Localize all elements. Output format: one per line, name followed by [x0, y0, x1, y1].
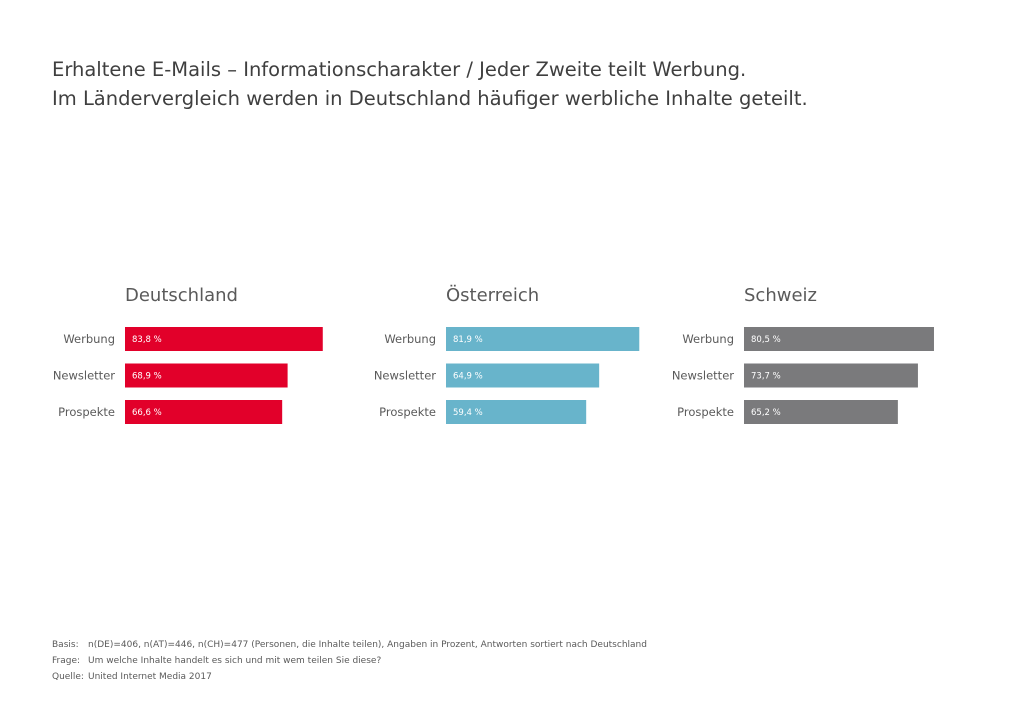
category-label: Prospekte [379, 405, 436, 419]
bar-value-label: 59,4 % [453, 408, 483, 418]
title-line-2: Im Ländervergleich werden in Deutschland… [52, 87, 808, 110]
footer-frage: Frage: Um welche Inhalte handelt es sich … [52, 653, 647, 669]
bar [744, 363, 918, 388]
bar-value-label: 66,6 % [132, 408, 162, 418]
category-label: Werbung [63, 332, 115, 346]
chart-title: Schweiz [744, 285, 817, 306]
footer-basis-key: Basis: [52, 640, 79, 650]
category-label: Newsletter [53, 369, 115, 383]
category-label: Werbung [682, 332, 734, 346]
bar-value-label: 73,7 % [751, 372, 781, 382]
bar [446, 400, 587, 424]
bar-chart: Werbung 81,9 % Newsletter 64,9 % Prospekte 59… [374, 327, 640, 424]
bar-value-label: 81,9 % [453, 335, 483, 345]
bar-chart: Werbung 83,8 % Newsletter 68,9 % Prospekte 66… [53, 327, 323, 424]
bar [744, 327, 934, 351]
chart-panel-deutschland: Deutschland Werbung 83,8 % Newsletter 68,9 … [0, 285, 330, 435]
category-label: Newsletter [672, 369, 734, 383]
bar-value-label: 80,5 % [751, 335, 781, 345]
bar [446, 327, 640, 351]
chart-panel-schweiz: Schweiz Werbung 80,5 % Newsletter 73,7 % Pro… [619, 285, 949, 435]
bar-value-label: 65,2 % [751, 408, 781, 418]
footer-frage-key: Frage: [52, 656, 81, 666]
bar [125, 327, 323, 351]
footer-basis: Basis: n(DE)=406, n(AT)=446, n(CH)=477 (P… [52, 637, 647, 653]
bar [446, 363, 600, 388]
footer-quelle-key: Quelle: [52, 672, 84, 682]
footer-notes: Basis: n(DE)=406, n(AT)=446, n(CH)=477 (P… [52, 637, 647, 685]
bar [744, 400, 898, 424]
footer-quelle: Quelle: United Internet Media 2017 [52, 669, 647, 685]
bar-value-label: 68,9 % [132, 372, 162, 382]
category-label: Newsletter [374, 369, 436, 383]
bar [125, 400, 283, 424]
category-label: Prospekte [58, 405, 115, 419]
title-line-1: Erhaltene E-Mails – Informationscharakte… [52, 58, 747, 81]
page-title: Erhaltene E-Mails – Informationscharakte… [52, 55, 992, 113]
bar-chart: Werbung 80,5 % Newsletter 73,7 % Prospekte 65… [672, 327, 934, 424]
category-label: Prospekte [677, 405, 734, 419]
chart-title: Deutschland [125, 285, 238, 306]
chart-panel-oesterreich: Österreich Werbung 81,9 % Newsletter 64,9 %… [321, 285, 651, 435]
bar-value-label: 83,8 % [132, 335, 162, 345]
footer-frage-text: Um welche Inhalte handelt es sich und mi… [88, 656, 382, 666]
bar [125, 363, 288, 388]
category-label: Werbung [384, 332, 436, 346]
chart-title: Österreich [446, 285, 540, 306]
footer-basis-text: n(DE)=406, n(AT)=446, n(CH)=477 (Persone… [88, 640, 647, 650]
footer-quelle-text: United Internet Media 2017 [88, 672, 212, 682]
bar-value-label: 64,9 % [453, 372, 483, 382]
